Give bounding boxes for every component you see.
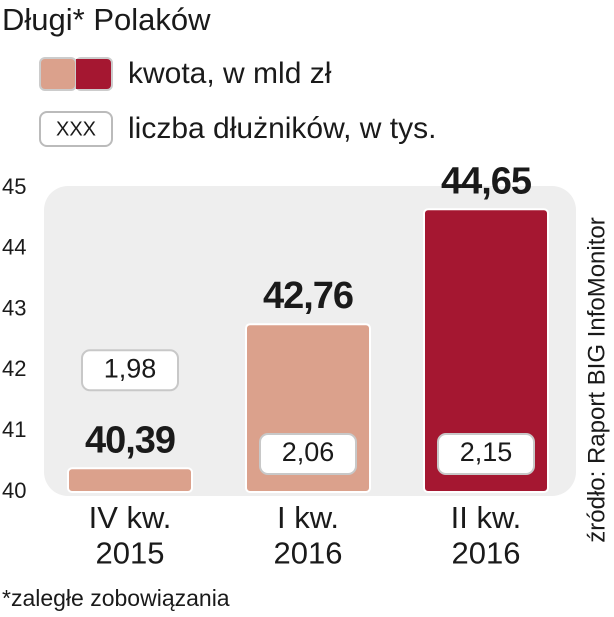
y-tick-label: 45 [2, 174, 26, 199]
y-tick-label: 40 [2, 478, 26, 503]
bar [423, 208, 549, 493]
footnote: *zaległe zobowiązania [2, 585, 230, 611]
legend-box-text: XXX [56, 118, 96, 140]
y-tick-label: 42 [2, 356, 26, 381]
legend-swatch-join [76, 59, 82, 89]
bar [67, 467, 193, 493]
chart-title: Długi* Polaków [2, 2, 211, 37]
debtor-box [437, 433, 535, 475]
value-label: 42,76 [263, 275, 353, 317]
x-tick-label: II kw. 2016 [451, 500, 522, 571]
y-tick-label: 44 [2, 235, 26, 260]
value-label: 40,39 [85, 419, 175, 461]
legend-label: kwota, w mld zł [128, 57, 332, 90]
debtor-box [81, 349, 179, 392]
y-tick-label: 41 [2, 417, 26, 442]
x-tick-label: I kw. 2016 [274, 500, 343, 571]
x-tick-label: IV kw. 2015 [89, 500, 172, 571]
debtor-label: 1,98 [104, 353, 157, 383]
value-label: 44,65 [441, 160, 532, 202]
debtor-label: 2,06 [282, 437, 335, 467]
debtor-label: 2,15 [460, 437, 513, 467]
debtor-box [259, 433, 357, 475]
y-tick-label: 43 [2, 295, 26, 320]
legend-swatch-light [39, 57, 77, 91]
legend-box [39, 111, 113, 147]
legend-label: liczba dłużników, w tys. [128, 112, 436, 145]
source: źródło: Raport BIG InfoMonitor [583, 217, 610, 542]
